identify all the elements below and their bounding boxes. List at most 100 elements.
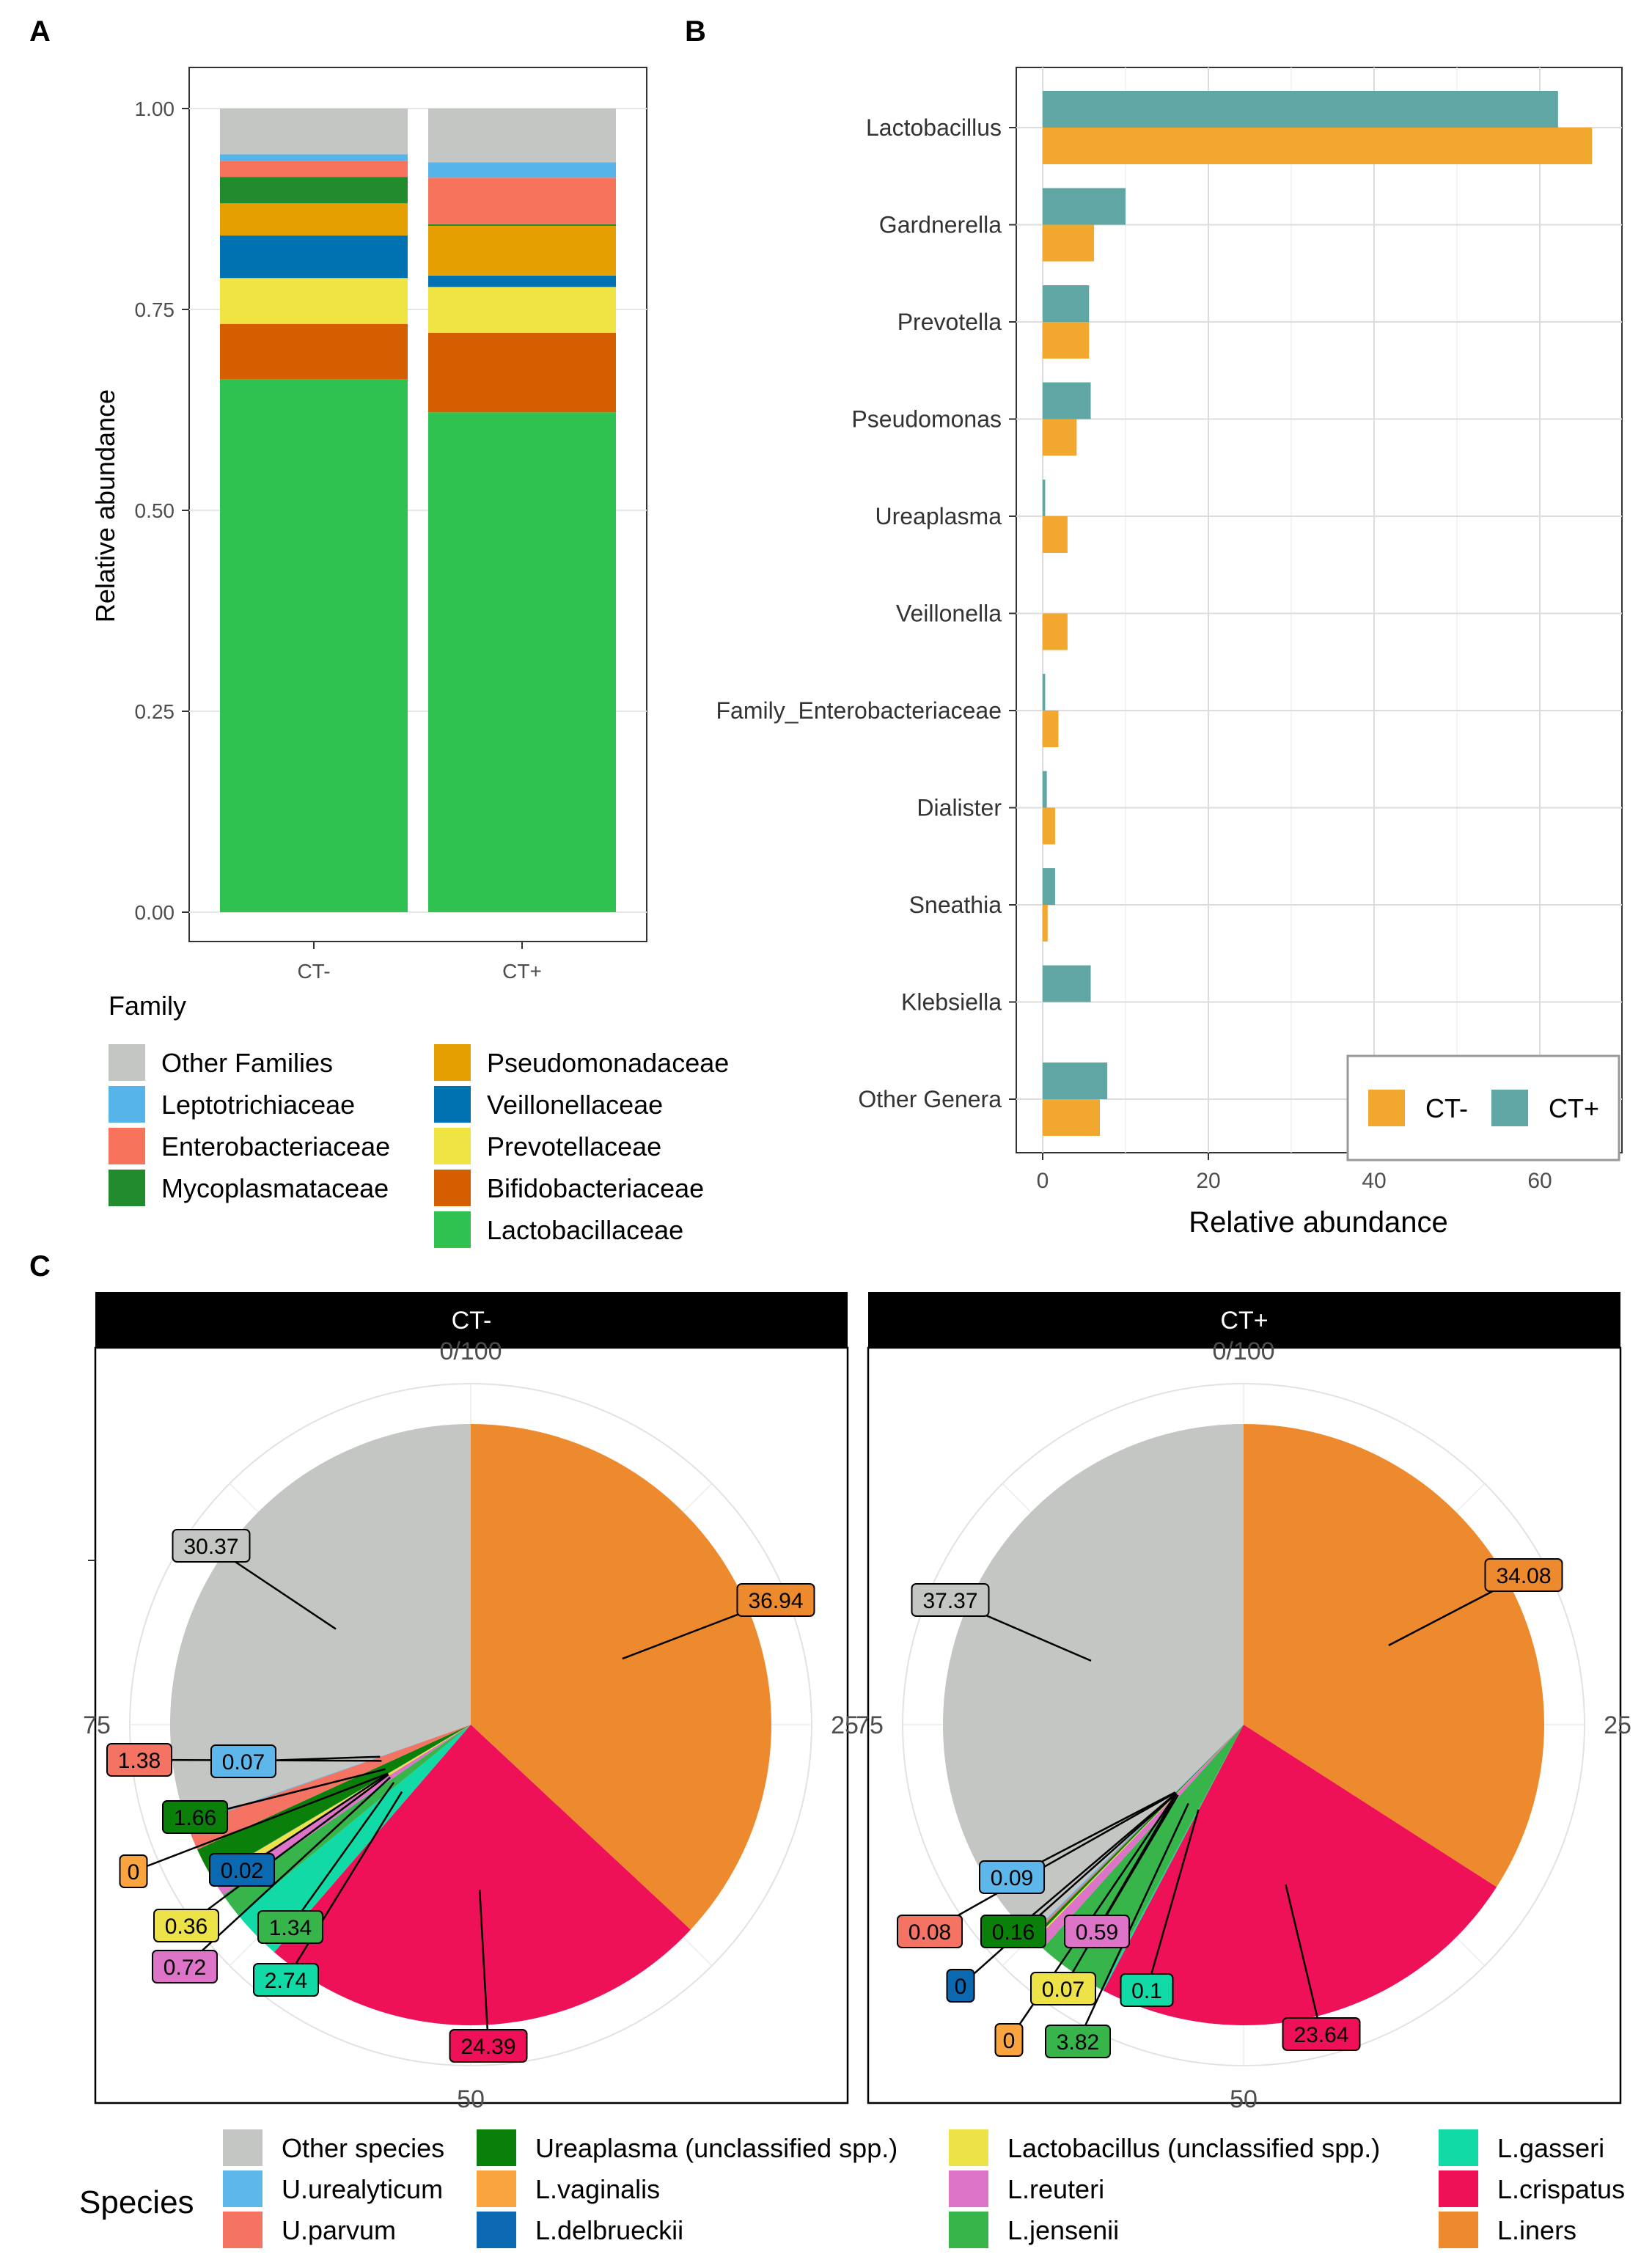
panel-b-x-tick-label: 0 <box>1037 1169 1049 1193</box>
pie-label-box-l-jensenii <box>1045 2025 1111 2058</box>
panel-b-y-tick-label: Veillonella <box>896 601 1002 627</box>
pie-label-box-u-parvum <box>106 1743 172 1777</box>
panel-b-x-ticks: 0 20 40 60 <box>1037 1153 1552 1193</box>
pie-label-l-delbrueckii: 0 <box>955 1975 967 1999</box>
bar-segment-ct-lactobacillaceae <box>220 379 408 912</box>
legend-label-u-urealyticum: U.urealyticum <box>282 2174 443 2204</box>
panel-b-y-tick-label: Klebsiella <box>901 989 1002 1016</box>
panel-a-y-tick-label: 1.00 <box>135 98 175 120</box>
legend-swatch-bifidobacteriaceae <box>434 1170 471 1206</box>
legend-swatch-ct <box>1491 1090 1528 1126</box>
pie-label-box-l-gasseri <box>253 1963 319 1997</box>
pie-label-u-parvum: 1.38 <box>118 1749 161 1773</box>
pie-label-box-l-reuteri <box>152 1950 218 1983</box>
bar-family-enterobacteriaceae-ct-plus <box>1043 674 1046 711</box>
bar-pseudomonas-ct-plus <box>1043 382 1091 419</box>
pie-slice-l-iners <box>471 1424 772 1930</box>
legend-label-mycoplasmataceae: Mycoplasmataceae <box>161 1173 389 1203</box>
panel-b-bars <box>1043 91 1593 1136</box>
bar-veillonella-ct-minus <box>1043 613 1068 650</box>
pie-label-l-reuteri: 0.72 <box>164 1956 206 1980</box>
bar-segment-ct-enterobacteriaceae <box>428 177 616 224</box>
panel-b-y-tick-label: Prevotella <box>897 309 1002 335</box>
bar-segment-ct-lactobacillaceae <box>428 412 616 912</box>
facet-strip <box>868 1292 1620 1348</box>
pie-label-box-l-delbrueckii <box>946 1969 975 2003</box>
legend-swatch-leptotrichiaceae <box>109 1086 145 1123</box>
pie-label-box-lactobacillus-unclassified-spp <box>1030 1972 1096 2005</box>
pie-label-l-reuteri: 0.59 <box>1076 1920 1118 1945</box>
legend-swatch-mycoplasmataceae <box>109 1170 145 1206</box>
bar-segment-ct-pseudomonadaceae <box>428 226 616 276</box>
pie-leader-line <box>1145 1809 1200 1991</box>
pie-label-u-urealyticum: 0.07 <box>222 1750 265 1775</box>
pie-label-l-jensenii: 3.82 <box>1057 2030 1099 2055</box>
panel-b-legend: CT- CT+ <box>1346 1054 1620 1161</box>
pie-leader-line <box>478 1890 490 2047</box>
pie-label-lactobacillus-unclassified-spp: 0.07 <box>1042 1978 1084 2002</box>
pie-label-box-lactobacillus-unclassified-spp <box>153 1909 219 1942</box>
pie-slice-l-iners <box>1244 1424 1544 1887</box>
legend-label-lactobacillus-unclassified-spp: Lactobacillus (unclassified spp.) <box>1007 2133 1380 2163</box>
bar-sneathia-ct-minus <box>1043 905 1048 942</box>
bar-segment-ct-enterobacteriaceae <box>220 161 408 177</box>
legend-label-bifidobacteriaceae: Bifidobacteriaceae <box>487 1173 704 1203</box>
panel-b-horizontal-bar-chart: Lactobacillus Gardnerella Prevotella Pseudo… <box>716 67 1623 1238</box>
bar-klebsiella-ct-plus <box>1043 965 1091 1002</box>
legend-label-ct: CT+ <box>1549 1093 1599 1123</box>
panel-b-y-tick-label: Family_Enterobacteriaceae <box>716 697 1002 724</box>
pie-label-l-jensenii: 1.34 <box>269 1916 312 1940</box>
panel-b-y-tick-label: Pseudomonas <box>851 406 1002 433</box>
legend-swatch-other-species <box>223 2129 263 2166</box>
legend-swatch-lactobacillaceae <box>434 1211 471 1248</box>
panel-b-x-tick-label: 20 <box>1196 1169 1220 1193</box>
panel-b-y-tick-label: Ureaplasma <box>875 503 1002 529</box>
panel-b-x-tick-label: 40 <box>1362 1169 1386 1193</box>
pie-label-ureaplasma-unclassified-spp: 1.66 <box>174 1806 216 1830</box>
bar-prevotella-ct-minus <box>1043 322 1090 359</box>
pie-label-l-crispatus: 23.64 <box>1293 2023 1348 2047</box>
legend-swatch-prevotellaceae <box>434 1128 471 1164</box>
bar-gardnerella-ct-minus <box>1043 224 1095 262</box>
legend-swatch-l-iners <box>1439 2212 1478 2248</box>
panel-a-letter: A <box>29 15 51 48</box>
bar-dialister-ct-minus <box>1043 807 1055 845</box>
pie-leader-line <box>133 1772 389 1873</box>
bar-pseudomonas-ct-minus <box>1043 419 1077 456</box>
panel-b-y-ticks: Lactobacillus Gardnerella Prevotella Pseudo… <box>716 114 1016 1112</box>
pie-label-l-crispatus: 24.39 <box>460 2035 515 2059</box>
pie-slice-u-parvum <box>1030 1725 1244 1938</box>
bar-segment-ct-mycoplasmataceae <box>428 224 616 227</box>
bar-segment-ct-prevotellaceae <box>428 287 616 333</box>
pie-label-box-l-jensenii <box>257 1910 323 1944</box>
pie-label-box-l-vaginalis <box>994 2023 1024 2057</box>
panel-c-pie-charts: CT-0/10025507536.9424.392.741.340.720.36… <box>79 1292 1631 2248</box>
panel-b-y-tick-label: Dialister <box>917 795 1002 821</box>
panel-a-y-tick-label: 0.25 <box>135 700 175 723</box>
panel-a-y-tick-label: 0.50 <box>135 499 175 522</box>
panel-b-y-tick-label: Gardnerella <box>879 212 1002 238</box>
pie-slice-other-species <box>169 1424 471 1824</box>
pie-label-box-l-reuteri <box>1064 1915 1130 1948</box>
legend-label-ureaplasma-unclassified-spp: Ureaplasma (unclassified spp.) <box>535 2133 897 2163</box>
pie-slice-l-reuteri <box>1035 1725 1244 1949</box>
panel-a-x-tick-label: CT+ <box>502 960 542 983</box>
bar-dialister-ct-plus <box>1043 771 1047 808</box>
bar-segment-ct-other-families <box>220 109 408 155</box>
pie-slice-u-parvum <box>187 1725 471 1850</box>
pie-label-l-iners: 36.94 <box>748 1589 803 1613</box>
bar-ureaplasma-ct-plus <box>1043 480 1046 516</box>
pie-label-box-l-delbrueckii <box>209 1853 275 1887</box>
pie-facet-ct-plus: CT+0/100 25 50 75 34.08 23.64 0.1 3.82 0.59 0.07 0… <box>856 1292 1631 2113</box>
legend-label-l-crispatus: L.crispatus <box>1497 2174 1625 2204</box>
facet-strip <box>95 1292 848 1348</box>
legend-label-pseudomonadaceae: Pseudomonadaceae <box>487 1048 729 1078</box>
legend-swatch-l-gasseri <box>1439 2129 1478 2166</box>
pie-label-u-parvum: 0.08 <box>908 1920 951 1945</box>
panel-a-y-tick-label: 0.00 <box>135 901 175 924</box>
pie-label-box-l-iners <box>736 1583 815 1617</box>
legend-swatch-pseudomonadaceae <box>434 1044 471 1081</box>
legend-label-l-iners: L.iners <box>1497 2215 1576 2245</box>
pie-slice-l-jensenii <box>223 1725 471 1915</box>
legend-swatch-l-reuteri <box>949 2170 988 2207</box>
